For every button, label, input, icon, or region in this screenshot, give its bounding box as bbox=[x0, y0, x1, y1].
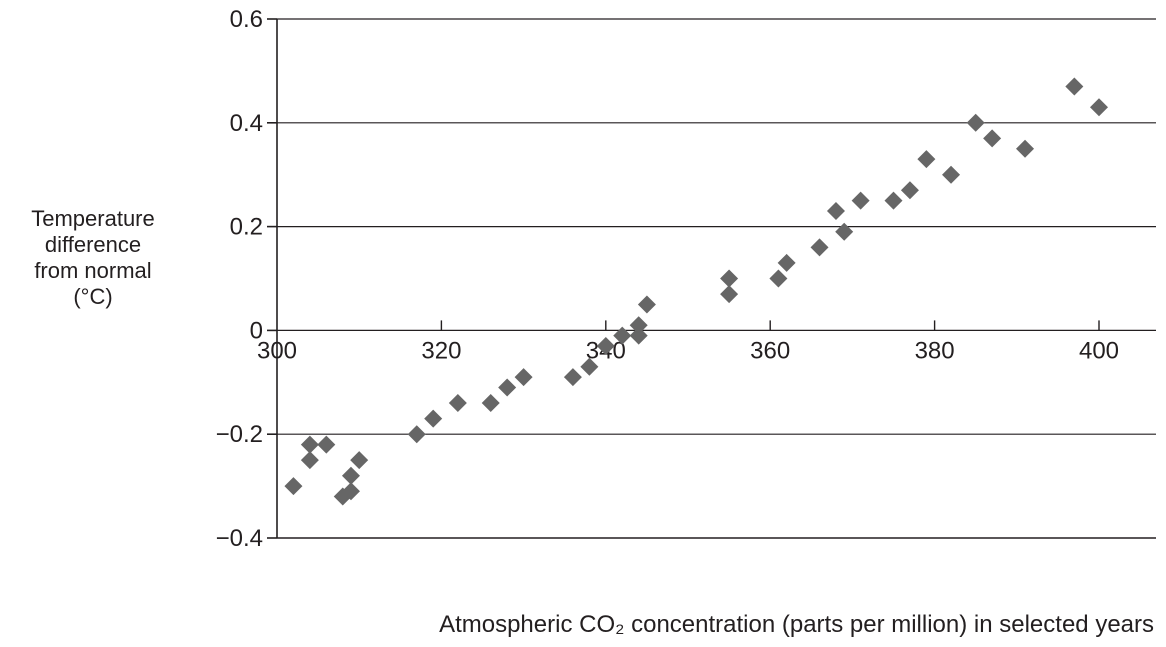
data-point bbox=[966, 113, 985, 132]
data-point bbox=[720, 285, 739, 304]
data-point bbox=[341, 466, 360, 485]
y-tick-label: 0.2 bbox=[230, 214, 263, 241]
data-point bbox=[637, 295, 656, 314]
x-tick-label: 400 bbox=[1079, 337, 1119, 364]
data-point bbox=[481, 394, 500, 413]
y-axis-label-line: (°C) bbox=[73, 284, 113, 309]
data-point bbox=[341, 482, 360, 501]
data-point bbox=[942, 165, 961, 184]
x-tick-label: 320 bbox=[421, 337, 461, 364]
y-axis-label: Temperature difference from normal (°C) bbox=[0, 206, 186, 310]
data-point bbox=[835, 222, 854, 241]
data-point bbox=[596, 336, 615, 355]
data-point bbox=[629, 316, 648, 335]
x-tick-label: 300 bbox=[257, 337, 297, 364]
y-tick-label: 0.6 bbox=[230, 6, 263, 33]
data-point bbox=[498, 378, 517, 397]
data-point bbox=[514, 368, 533, 387]
data-point bbox=[884, 191, 903, 210]
y-tick-label: −0.2 bbox=[216, 421, 263, 448]
data-point bbox=[317, 435, 336, 454]
axes bbox=[276, 19, 1156, 539]
data-point bbox=[983, 129, 1002, 148]
data-point bbox=[629, 326, 648, 345]
x-axis-label: Atmospheric CO₂ concentration (parts per… bbox=[439, 611, 1154, 638]
data-point bbox=[769, 269, 788, 288]
data-point bbox=[1016, 139, 1035, 158]
data-point bbox=[826, 202, 845, 221]
data-point bbox=[900, 181, 919, 200]
data-point bbox=[300, 451, 319, 470]
data-point bbox=[424, 409, 443, 428]
data-point bbox=[1065, 77, 1084, 96]
y-axis-label-line: Temperature bbox=[31, 206, 155, 231]
data-point bbox=[407, 425, 426, 444]
x-tick-label: 360 bbox=[750, 337, 790, 364]
x-axis-ticks: 300320340360380400 bbox=[257, 320, 1119, 364]
data-point bbox=[613, 326, 632, 345]
x-tick-label: 380 bbox=[915, 337, 955, 364]
y-tick-label: 0 bbox=[250, 317, 263, 344]
data-point bbox=[284, 477, 303, 496]
data-point bbox=[1090, 98, 1108, 117]
data-point bbox=[777, 253, 796, 272]
data-point bbox=[563, 368, 582, 387]
data-point bbox=[350, 451, 369, 470]
data-point bbox=[580, 357, 599, 376]
data-point bbox=[851, 191, 870, 210]
y-tick-label: 0.4 bbox=[230, 110, 263, 137]
y-axis-ticks: 0.6 0.4 0.2 0 −0.2 −0.4 bbox=[216, 6, 277, 552]
data-point bbox=[917, 150, 936, 169]
data-point bbox=[810, 238, 829, 257]
data-point bbox=[448, 394, 467, 413]
data-points bbox=[284, 77, 1108, 506]
gridlines bbox=[277, 18, 1156, 435]
y-axis-label-line: from normal bbox=[34, 258, 152, 283]
y-axis-label-line: difference bbox=[44, 232, 142, 257]
data-point bbox=[720, 269, 739, 288]
y-tick-label: −0.4 bbox=[216, 525, 263, 552]
data-point bbox=[300, 435, 319, 454]
